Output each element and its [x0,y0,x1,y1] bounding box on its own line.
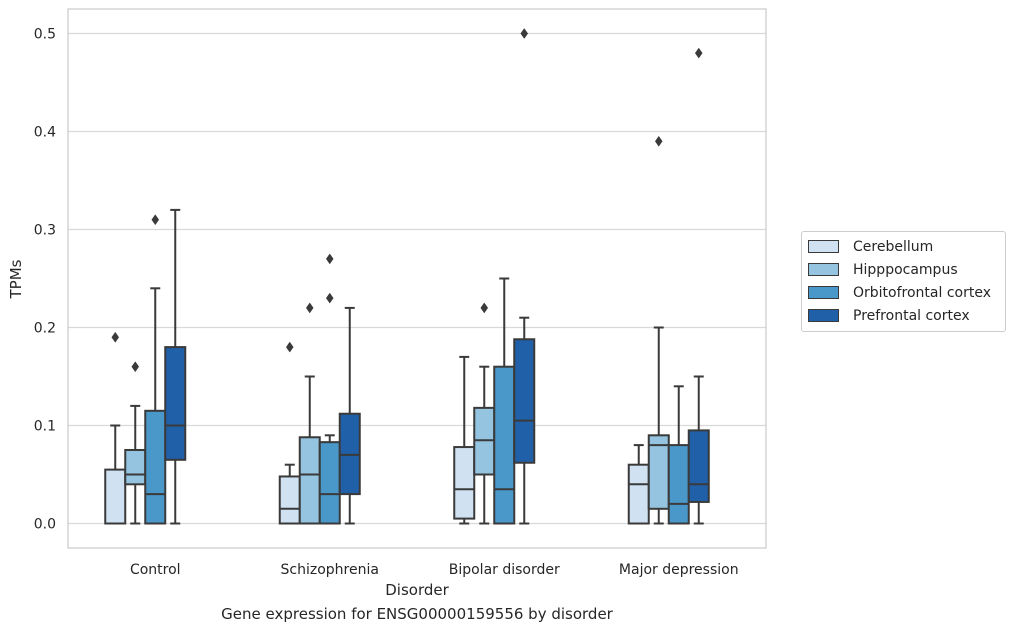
legend-swatch [808,309,839,322]
figure-caption: Gene expression for ENSG00000159556 by d… [221,605,613,623]
outlier-point [654,135,663,147]
outlier-point [131,361,140,373]
box-prefrontal-cortex [513,28,536,525]
plot-data [104,28,710,525]
legend-label: Orbitofrontal cortex [853,284,991,301]
box-body [318,441,341,525]
box-prefrontal-cortex [338,306,361,525]
legend-label: Prefrontal cortex [853,307,970,324]
box-prefrontal-cortex [164,208,187,525]
outlier-point [305,302,314,314]
legend-swatch [808,286,839,299]
box-cerebellum [627,444,650,525]
box-hipppocampus [124,361,147,525]
legend-label: Hipppocampus [853,261,958,278]
box-body [453,446,476,520]
box-body [278,475,301,525]
y-tick-label: 0.5 [34,27,56,43]
legend-item: Prefrontal cortex [802,304,1005,327]
plot-frame [67,8,767,549]
y-axis-ticks: 0.0 0.1 0.2 0.3 0.4 0.5 [34,27,56,533]
outlier-point [520,28,529,39]
box-hipppocampus [473,302,496,525]
box-body [513,338,536,464]
box-body [124,449,147,486]
y-tick-label: 0.2 [34,321,56,337]
y-tick-label: 0.3 [34,223,56,239]
legend-item: Cerebellum [802,235,1005,258]
outlier-point [325,292,334,304]
x-axis-title: Disorder [385,581,449,599]
outlier-point [325,253,334,265]
y-tick-label: 0.1 [34,419,56,435]
outlier-point [694,47,703,59]
y-tick-label: 0.0 [34,517,56,533]
box-body [627,463,650,525]
box-orbitofrontal-cortex [493,277,516,525]
box-body [687,429,710,503]
box-cerebellum [278,341,301,525]
x-tick-label: Schizophrenia [281,562,379,578]
x-tick-label: Major depression [619,562,739,578]
box-orbitofrontal-cortex [318,253,341,525]
box-orbitofrontal-cortex [667,385,690,525]
legend-label: Cerebellum [853,238,934,255]
outlier-point [151,214,160,226]
legend-swatch [808,263,839,276]
box-cerebellum [453,355,476,525]
box-body [144,409,167,525]
box-body [493,365,516,525]
legend-item: Hipppocampus [802,258,1005,281]
box-body [104,468,127,525]
outlier-point [111,331,120,343]
box-orbitofrontal-cortex [144,214,167,525]
box-body [164,346,187,461]
box-body [667,444,690,525]
legend: Cerebellum Hipppocampus Orbitofrontal cort… [801,231,1006,332]
outlier-point [480,302,489,314]
x-tick-label: Bipolar disorder [449,562,560,578]
box-cerebellum [104,331,127,525]
legend-swatch [808,240,839,253]
box-body [647,434,670,510]
y-tick-label: 0.4 [34,125,56,141]
outlier-point [285,341,294,353]
x-tick-label: Control [130,562,181,578]
box-hipppocampus [298,302,321,525]
box-hipppocampus [647,135,670,525]
legend-item: Orbitofrontal cortex [802,281,1005,304]
box-body [298,436,321,525]
x-axis-ticks: Control Schizophrenia Bipolar disorder Majo… [130,562,739,578]
box-prefrontal-cortex [687,47,710,525]
y-axis-title: TPMs [7,259,25,299]
